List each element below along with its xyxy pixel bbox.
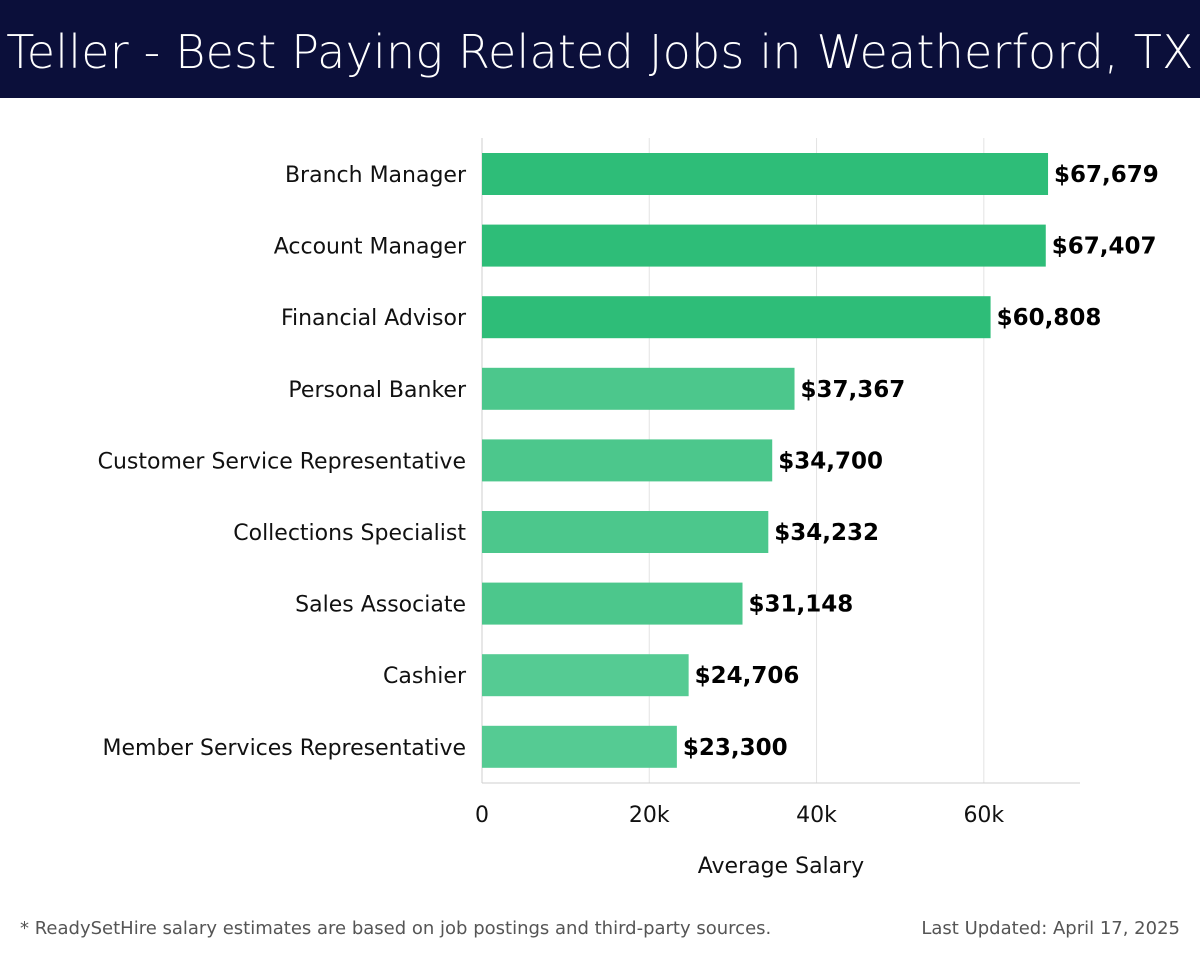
value-label: $24,706 xyxy=(695,663,800,689)
x-tick-label: 20k xyxy=(629,803,670,828)
category-label: Branch Manager xyxy=(285,163,467,188)
value-label: $37,367 xyxy=(801,377,906,403)
value-label: $23,300 xyxy=(683,735,788,761)
x-tick-label: 60k xyxy=(963,803,1004,828)
bar xyxy=(482,654,689,697)
x-tick-label: 0 xyxy=(475,803,489,828)
category-label: Financial Advisor xyxy=(281,306,467,331)
header-banner: Teller - Best Paying Related Jobs in Wea… xyxy=(0,0,1200,98)
value-label: $34,700 xyxy=(778,448,883,474)
bar xyxy=(482,725,677,768)
category-label: Customer Service Representative xyxy=(98,449,466,474)
category-label: Collections Specialist xyxy=(233,521,466,546)
bar xyxy=(482,224,1046,267)
bar xyxy=(482,296,991,339)
bar xyxy=(482,582,743,625)
value-label: $31,148 xyxy=(749,592,854,618)
last-updated: Last Updated: April 17, 2025 xyxy=(921,918,1180,939)
x-tick-label: 40k xyxy=(796,803,837,828)
value-label: $67,679 xyxy=(1054,162,1159,188)
footer-note: * ReadySetHire salary estimates are base… xyxy=(20,918,772,939)
value-label: $34,232 xyxy=(774,520,879,546)
bar xyxy=(482,511,769,553)
category-label: Cashier xyxy=(383,664,467,689)
category-label: Personal Banker xyxy=(288,378,467,403)
bar xyxy=(482,367,795,410)
value-label: $67,407 xyxy=(1052,234,1157,260)
category-label: Sales Associate xyxy=(295,593,466,618)
category-label: Member Services Representative xyxy=(103,736,466,761)
bar xyxy=(482,153,1049,195)
chart-title: Teller - Best Paying Related Jobs in Wea… xyxy=(6,25,1194,79)
bar xyxy=(482,439,773,482)
value-label: $60,808 xyxy=(997,305,1102,331)
category-label: Account Manager xyxy=(274,235,467,260)
x-axis-title: Average Salary xyxy=(698,854,864,879)
